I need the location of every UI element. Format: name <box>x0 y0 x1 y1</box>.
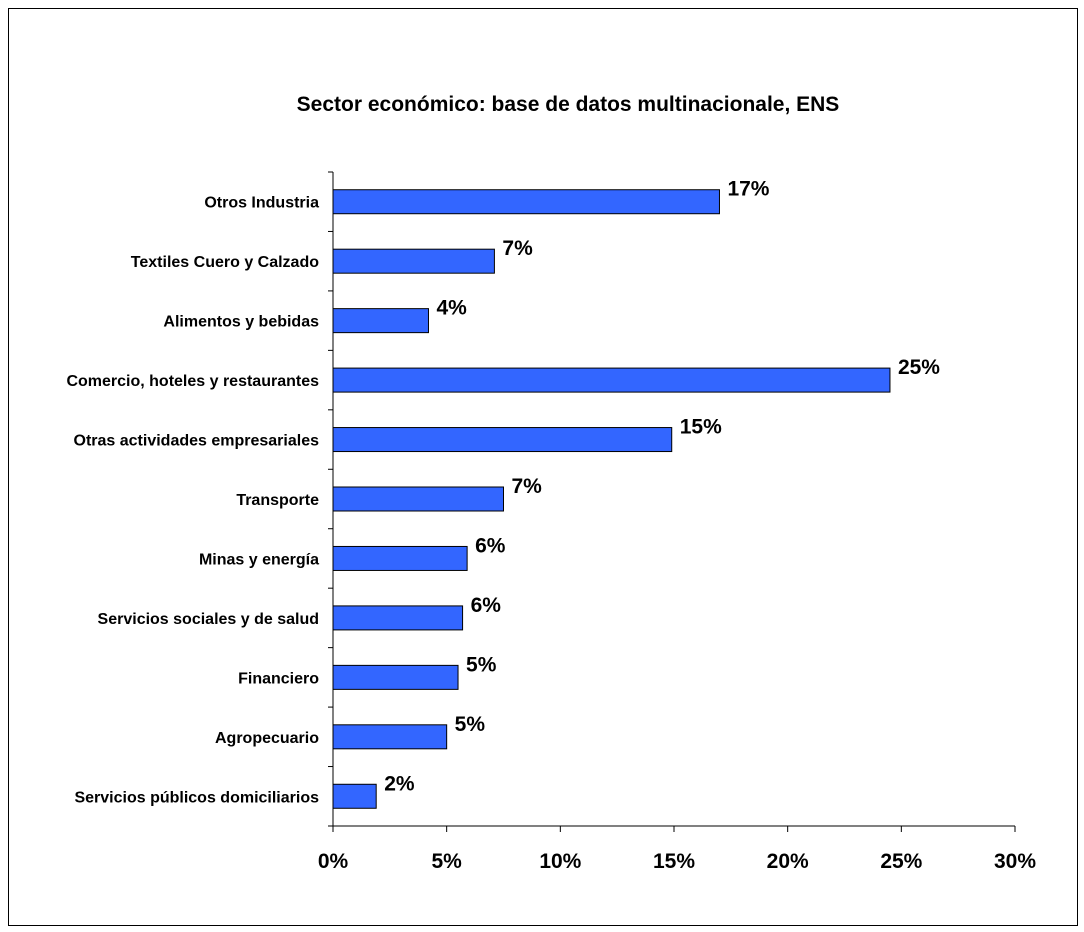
chart-title: Sector económico: base de datos multinac… <box>296 93 840 116</box>
bar <box>332 308 429 334</box>
x-tick-label: 0% <box>318 850 349 873</box>
bar <box>332 664 459 690</box>
data-label: 7% <box>512 475 543 498</box>
x-tick-label: 30% <box>994 850 1036 873</box>
category-label: Alimentos y bebidas <box>163 314 319 331</box>
category-label: Transporte <box>236 492 319 509</box>
bar <box>332 545 468 571</box>
data-label: 5% <box>455 713 486 736</box>
bar <box>332 724 448 750</box>
bar <box>332 783 377 809</box>
x-tick-label: 5% <box>431 850 462 873</box>
data-label: 17% <box>727 178 769 201</box>
data-label: 5% <box>466 653 497 676</box>
category-label: Otras actividades empresariales <box>74 433 320 450</box>
category-label: Minas y energía <box>199 551 319 568</box>
chart-frame <box>8 8 1078 926</box>
data-label: 6% <box>475 534 506 557</box>
category-label: Textiles Cuero y Calzado <box>131 254 319 271</box>
bar <box>332 367 891 393</box>
x-tick-label: 25% <box>880 850 922 873</box>
category-label: Agropecuario <box>215 730 319 747</box>
category-label: Comercio, hoteles y restaurantes <box>66 373 319 390</box>
bar <box>332 427 673 453</box>
x-tick-label: 20% <box>767 850 809 873</box>
data-label: 4% <box>436 297 467 320</box>
bar <box>332 605 464 631</box>
data-label: 15% <box>680 416 722 439</box>
bar <box>332 486 504 512</box>
data-label: 2% <box>384 772 415 795</box>
category-label: Servicios públicos domiciliarios <box>74 789 319 806</box>
x-tick-label: 15% <box>653 850 695 873</box>
bar <box>332 248 495 274</box>
x-tick-label: 10% <box>539 850 581 873</box>
category-label: Otros Industria <box>204 195 319 212</box>
data-label: 25% <box>898 356 940 379</box>
data-label: 7% <box>502 237 533 260</box>
data-label: 6% <box>471 594 502 617</box>
bar <box>332 189 720 215</box>
category-label: Servicios sociales y de salud <box>98 611 319 628</box>
category-label: Financiero <box>238 670 319 687</box>
